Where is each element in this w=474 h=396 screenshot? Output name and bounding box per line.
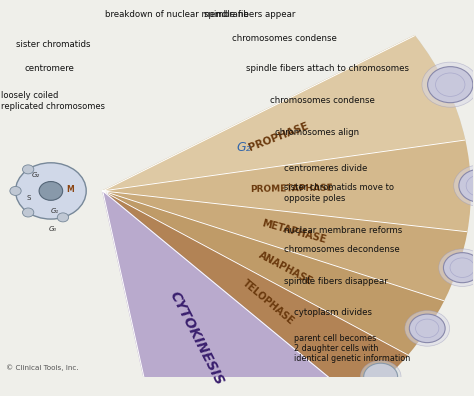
Text: nuclear membrane reforms: nuclear membrane reforms (284, 226, 402, 235)
Circle shape (444, 253, 474, 283)
Text: chromosomes align: chromosomes align (275, 128, 359, 137)
Circle shape (360, 360, 401, 393)
Wedge shape (103, 36, 465, 191)
Circle shape (16, 163, 86, 219)
Wedge shape (103, 191, 444, 355)
Text: chromosomes condense: chromosomes condense (232, 34, 337, 44)
Circle shape (459, 169, 474, 202)
Circle shape (410, 314, 445, 343)
Circle shape (405, 310, 450, 346)
Text: TELOPHASE: TELOPHASE (241, 278, 296, 326)
Text: centromeres divide: centromeres divide (284, 164, 367, 173)
Circle shape (22, 208, 34, 217)
Wedge shape (103, 191, 358, 396)
Text: CYTOKINESIS: CYTOKINESIS (167, 289, 227, 387)
Text: ANAPHASE: ANAPHASE (257, 250, 314, 287)
Text: G₂: G₂ (236, 141, 251, 154)
Circle shape (454, 165, 474, 206)
Circle shape (439, 249, 474, 286)
Text: G₂: G₂ (32, 172, 40, 179)
Text: sister chromatids: sister chromatids (16, 40, 90, 49)
Text: spindle fibers attach to chromosomes: spindle fibers attach to chromosomes (246, 65, 410, 73)
Circle shape (428, 67, 473, 103)
Text: PROPHASE: PROPHASE (247, 121, 310, 153)
Text: METAPHASE: METAPHASE (261, 218, 327, 245)
Circle shape (10, 187, 21, 196)
Text: PROMETAPHASE: PROMETAPHASE (250, 183, 333, 194)
Text: sister chromatids move to
opposite poles: sister chromatids move to opposite poles (284, 183, 394, 202)
Text: spindle fibers disappear: spindle fibers disappear (284, 276, 388, 286)
Text: G₀: G₀ (48, 226, 57, 232)
Wedge shape (103, 191, 467, 301)
Text: G₁: G₁ (50, 208, 58, 213)
Wedge shape (103, 140, 470, 232)
Text: cytoplasm divides: cytoplasm divides (293, 308, 372, 318)
Circle shape (364, 363, 398, 390)
Circle shape (422, 62, 474, 107)
Circle shape (39, 181, 63, 200)
Text: parent cell becomes
2 daughter cells with
identical genetic information: parent cell becomes 2 daughter cells wit… (293, 334, 410, 364)
Circle shape (22, 165, 34, 174)
Text: breakdown of nuclear membrane: breakdown of nuclear membrane (105, 10, 249, 19)
Circle shape (57, 213, 69, 222)
Wedge shape (103, 191, 408, 396)
Text: © Clinical Tools, Inc.: © Clinical Tools, Inc. (6, 364, 79, 371)
Wedge shape (103, 36, 465, 191)
Text: M: M (66, 185, 74, 194)
Text: chromosomes decondense: chromosomes decondense (284, 245, 400, 253)
Text: centromere: centromere (25, 65, 75, 73)
Text: chromosomes condense: chromosomes condense (270, 96, 375, 105)
Text: spindle fibers appear: spindle fibers appear (204, 10, 295, 19)
Text: loosely coiled
replicated chromosomes: loosely coiled replicated chromosomes (1, 91, 105, 110)
Text: S: S (27, 195, 31, 201)
